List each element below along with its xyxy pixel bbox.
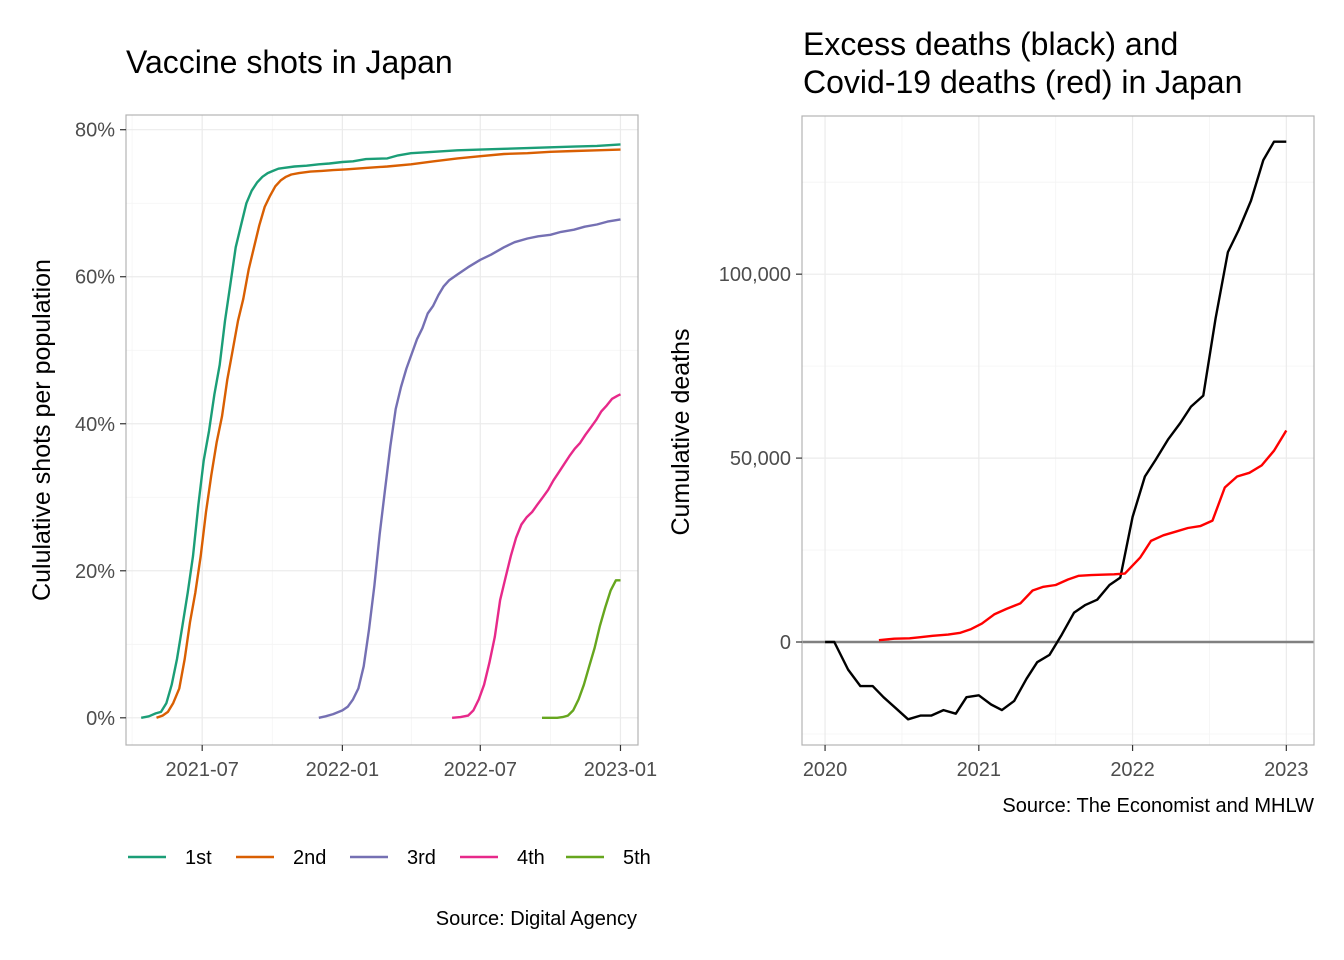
excess-deaths-line	[825, 140, 1287, 721]
legend-label-3rd: 3rd	[407, 847, 436, 869]
vaccine-x-tick-label: 2022-07	[444, 759, 517, 781]
deaths-x-tick-label: 2022	[1110, 759, 1155, 781]
vaccine-grid	[126, 115, 638, 745]
deaths-y-tick-label: 50,000	[730, 448, 791, 470]
vaccine-caption: Source: Digital Agency	[436, 908, 637, 930]
legend-label-1st: 1st	[185, 847, 212, 869]
vaccine-y-axis-label: Cululative shots per population	[28, 259, 56, 601]
deaths-y-axis-label: Cumulative deaths	[667, 328, 695, 535]
vaccine-axes: 2021-07 2022-01 2022-07 2023-01 0% 20% 40% 60% 8…	[75, 120, 657, 781]
vaccine-series-line-1	[140, 143, 621, 719]
deaths-x-tick-label: 2021	[957, 759, 1002, 781]
vaccine-y-tick-label: 80%	[75, 120, 115, 142]
vaccine-y-tick-label: 0%	[86, 708, 115, 730]
vaccine-series-line-4	[452, 393, 622, 719]
vaccine-y-tick-label: 20%	[75, 561, 115, 583]
vaccine-x-tick-label: 2021-07	[165, 759, 238, 781]
vaccine-y-tick-label: 40%	[75, 414, 115, 436]
vaccine-panel-border	[125, 114, 639, 746]
vaccine-x-tick-label: 2022-01	[306, 759, 379, 781]
deaths-x-tick-label: 2020	[803, 759, 848, 781]
deaths-chart: Excess deaths (black) and Covid-19 death…	[667, 26, 1315, 817]
legend-label-4th: 4th	[517, 847, 545, 869]
deaths-chart-title-line-1: Excess deaths (black) and	[803, 26, 1178, 62]
vaccine-y-tick-label: 60%	[75, 267, 115, 289]
vaccine-series-line-2	[156, 148, 621, 719]
deaths-caption: Source: The Economist and MHLW	[1002, 795, 1314, 817]
deaths-y-tick-label: 0	[780, 632, 791, 654]
vaccine-series	[140, 143, 622, 719]
deaths-axes: 2020 2021 2022 2023 0 50,000 100,000	[719, 264, 1309, 781]
deaths-grid	[802, 116, 1314, 745]
deaths-chart-title-line-2: Covid-19 deaths (red) in Japan	[803, 64, 1242, 100]
vaccine-x-tick-label: 2023-01	[584, 759, 657, 781]
deaths-x-tick-label: 2023	[1264, 759, 1309, 781]
vaccine-legend: 1st 2nd 3rd 4th 5th	[128, 847, 651, 869]
vaccine-series-line-5	[542, 579, 621, 719]
legend-label-2nd: 2nd	[293, 847, 326, 869]
deaths-series	[802, 140, 1314, 721]
deaths-panel-border	[801, 115, 1315, 746]
legend-label-5th: 5th	[623, 847, 651, 869]
deaths-y-tick-label: 100,000	[719, 264, 791, 286]
vaccine-series-line-3	[318, 218, 621, 719]
covid-deaths-line	[878, 429, 1288, 642]
vaccine-chart-title: Vaccine shots in Japan	[126, 44, 453, 80]
vaccine-chart: Vaccine shots in Japan 2021-07 2022-01 202…	[28, 44, 657, 930]
